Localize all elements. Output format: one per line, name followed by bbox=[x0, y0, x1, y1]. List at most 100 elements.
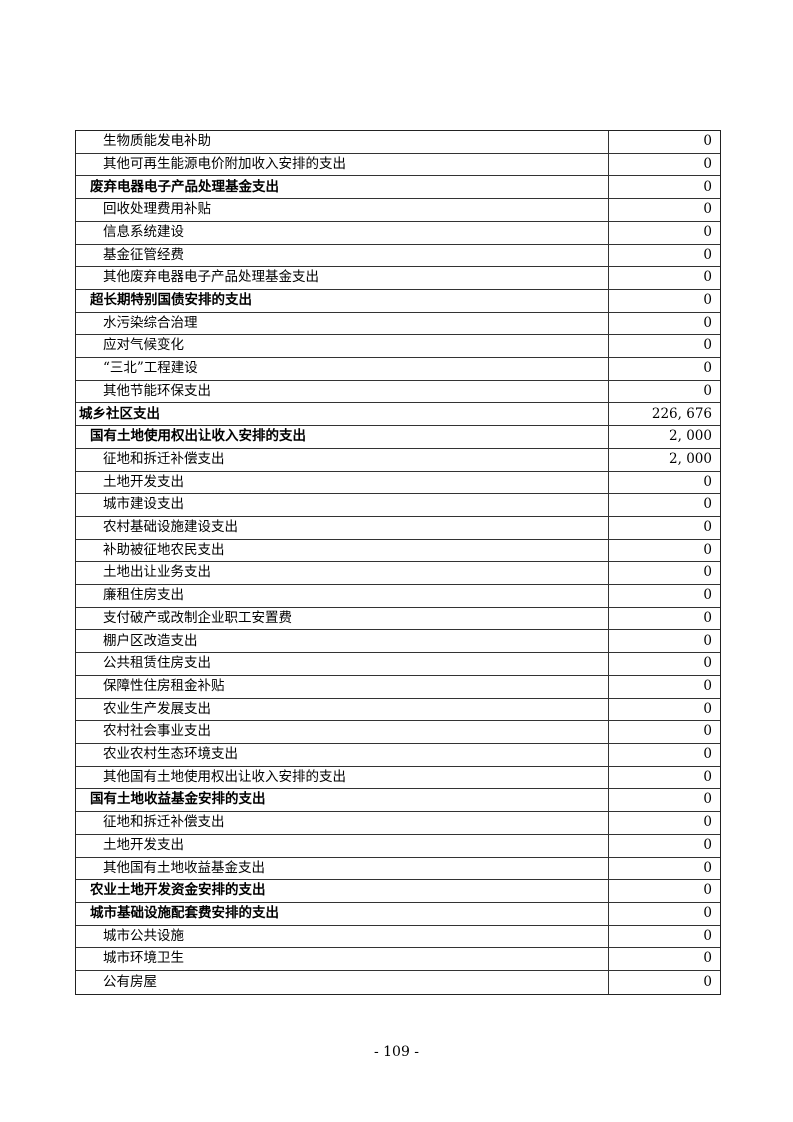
row-value: 0 bbox=[608, 153, 720, 176]
row-label: 城市公共设施 bbox=[103, 927, 184, 944]
row-value: 0 bbox=[608, 221, 720, 244]
row-value: 0 bbox=[608, 494, 720, 516]
row-value: 0 bbox=[608, 721, 720, 743]
row-label: 土地开发支出 bbox=[103, 473, 184, 490]
row-value: 0 bbox=[608, 199, 720, 221]
row-value: 2, 000 bbox=[608, 426, 720, 448]
row-label: 公有房屋 bbox=[103, 973, 157, 990]
row-value: 0 bbox=[608, 857, 720, 880]
row-value: 0 bbox=[608, 698, 720, 721]
row-label: 城市基础设施配套费安排的支出 bbox=[90, 905, 279, 921]
row-label: 支付破产或改制企业职工安置费 bbox=[103, 609, 292, 626]
table-row: 其他节能环保支出 0 bbox=[76, 380, 720, 404]
row-label: 农业土地开发资金安排的支出 bbox=[90, 882, 266, 899]
row-label: 水污染综合治理 bbox=[103, 314, 198, 331]
row-label: 其他国有土地收益基金支出 bbox=[103, 859, 265, 876]
row-label: 生物质能发电补助 bbox=[103, 133, 211, 150]
row-value: 0 bbox=[608, 562, 720, 585]
table-row: 土地出让业务支出 0 bbox=[76, 562, 720, 586]
row-label: 基金征管经费 bbox=[103, 246, 184, 263]
table-row: 超长期特别国债安排的支出 0 bbox=[76, 289, 720, 313]
row-value: 0 bbox=[608, 971, 720, 994]
row-label: 农村基础设施建设支出 bbox=[103, 519, 238, 536]
row-value: 0 bbox=[608, 812, 720, 834]
row-value: 0 bbox=[608, 607, 720, 630]
table-row: 其他可再生能源电价附加收入安排的支出 0 bbox=[76, 153, 720, 177]
row-label: 其他可再生能源电价附加收入安排的支出 bbox=[103, 155, 346, 172]
table-row: 棚户区改造支出 0 bbox=[76, 630, 720, 654]
row-label: 国有土地使用权出让收入安排的支出 bbox=[90, 428, 306, 445]
table-row: 生物质能发电补助 0 bbox=[76, 131, 720, 154]
page-number: - 109 - bbox=[373, 1044, 420, 1060]
table-row: 保障性住房租金补贴 0 bbox=[76, 675, 720, 699]
table-row: 城市公共设施 0 bbox=[76, 925, 720, 949]
row-value: 0 bbox=[608, 630, 720, 653]
table-row: 基金征管经费 0 bbox=[76, 244, 720, 268]
row-label: 廉租住房支出 bbox=[103, 587, 184, 604]
table-row: 城市基础设施配套费安排的支出 0 bbox=[76, 902, 720, 926]
row-label: 土地开发支出 bbox=[103, 836, 184, 853]
table-row: 农村社会事业支出 0 bbox=[76, 721, 720, 744]
row-value: 0 bbox=[608, 675, 720, 698]
row-label: 公共租赁住房支出 bbox=[103, 655, 211, 672]
row-value: 0 bbox=[608, 902, 720, 925]
table-row: 征地和拆迁补偿支出 2, 000 bbox=[76, 448, 720, 472]
table-row: 信息系统建设 0 bbox=[76, 221, 720, 245]
table-row: 城市建设支出 0 bbox=[76, 494, 720, 517]
row-value: 0 bbox=[608, 516, 720, 539]
row-value: 0 bbox=[608, 948, 720, 971]
table-row: 水污染综合治理 0 bbox=[76, 312, 720, 336]
row-value: 0 bbox=[608, 653, 720, 675]
row-value: 0 bbox=[608, 289, 720, 312]
table-row: 公有房屋 0 bbox=[76, 971, 720, 994]
row-value: 0 bbox=[608, 267, 720, 289]
row-label: 土地出让业务支出 bbox=[103, 564, 211, 581]
table-row: 公共租赁住房支出 0 bbox=[76, 653, 720, 676]
row-value: 0 bbox=[608, 789, 720, 812]
row-value: 0 bbox=[608, 880, 720, 902]
row-value: 0 bbox=[608, 766, 720, 789]
row-value: 0 bbox=[608, 585, 720, 607]
table-row: 廉租住房支出 0 bbox=[76, 585, 720, 608]
row-label: 超长期特别国债安排的支出 bbox=[90, 292, 252, 309]
table-row: 城乡社区支出 226, 676 bbox=[76, 403, 720, 427]
row-label: “三北”工程建设 bbox=[103, 360, 198, 377]
row-value: 0 bbox=[608, 244, 720, 267]
row-value: 0 bbox=[608, 539, 720, 562]
row-value: 0 bbox=[608, 743, 720, 766]
row-value: 0 bbox=[608, 834, 720, 857]
table-row: 废弃电器电子产品处理基金支出 0 bbox=[76, 176, 720, 200]
row-value: 0 bbox=[608, 380, 720, 403]
row-label: 回收处理费用补贴 bbox=[103, 201, 211, 218]
table-row: 应对气候变化 0 bbox=[76, 335, 720, 359]
table-row: 其他国有土地收益基金支出 0 bbox=[76, 857, 720, 881]
row-value: 0 bbox=[608, 471, 720, 494]
table-row: 农业农村生态环境支出 0 bbox=[76, 743, 720, 767]
table-row: 城市环境卫生 0 bbox=[76, 948, 720, 972]
table-row: 农业生产发展支出 0 bbox=[76, 698, 720, 722]
row-label: 其他废弃电器电子产品处理基金支出 bbox=[103, 269, 319, 286]
row-value: 0 bbox=[608, 335, 720, 358]
row-label: 农业农村生态环境支出 bbox=[103, 746, 238, 763]
budget-table: 生物质能发电补助 0 其他可再生能源电价附加收入安排的支出 0 废弃电器电子产品处理基金… bbox=[75, 130, 721, 995]
row-label: 征地和拆迁补偿支出 bbox=[103, 450, 225, 467]
row-value: 226, 676 bbox=[608, 403, 720, 426]
table-row: 农业土地开发资金安排的支出 0 bbox=[76, 880, 720, 903]
row-label: 农村社会事业支出 bbox=[103, 723, 211, 740]
row-label: 棚户区改造支出 bbox=[103, 632, 198, 649]
table-row: 征地和拆迁补偿支出 0 bbox=[76, 812, 720, 835]
row-value: 0 bbox=[608, 176, 720, 199]
row-label: 城市环境卫生 bbox=[103, 950, 184, 967]
row-label: 废弃电器电子产品处理基金支出 bbox=[90, 178, 279, 195]
table-row: “三北”工程建设 0 bbox=[76, 358, 720, 381]
row-value: 0 bbox=[608, 925, 720, 948]
table-row: 其他国有土地使用权出让收入安排的支出 0 bbox=[76, 766, 720, 790]
row-label: 国有土地收益基金安排的支出 bbox=[90, 791, 266, 808]
table-row: 土地开发支出 0 bbox=[76, 471, 720, 495]
row-value: 2, 000 bbox=[608, 448, 720, 471]
table-row: 国有土地收益基金安排的支出 0 bbox=[76, 789, 720, 813]
table-row: 支付破产或改制企业职工安置费 0 bbox=[76, 607, 720, 631]
table-row: 补助被征地农民支出 0 bbox=[76, 539, 720, 563]
row-label: 城市建设支出 bbox=[103, 496, 184, 513]
row-value: 0 bbox=[608, 358, 720, 380]
